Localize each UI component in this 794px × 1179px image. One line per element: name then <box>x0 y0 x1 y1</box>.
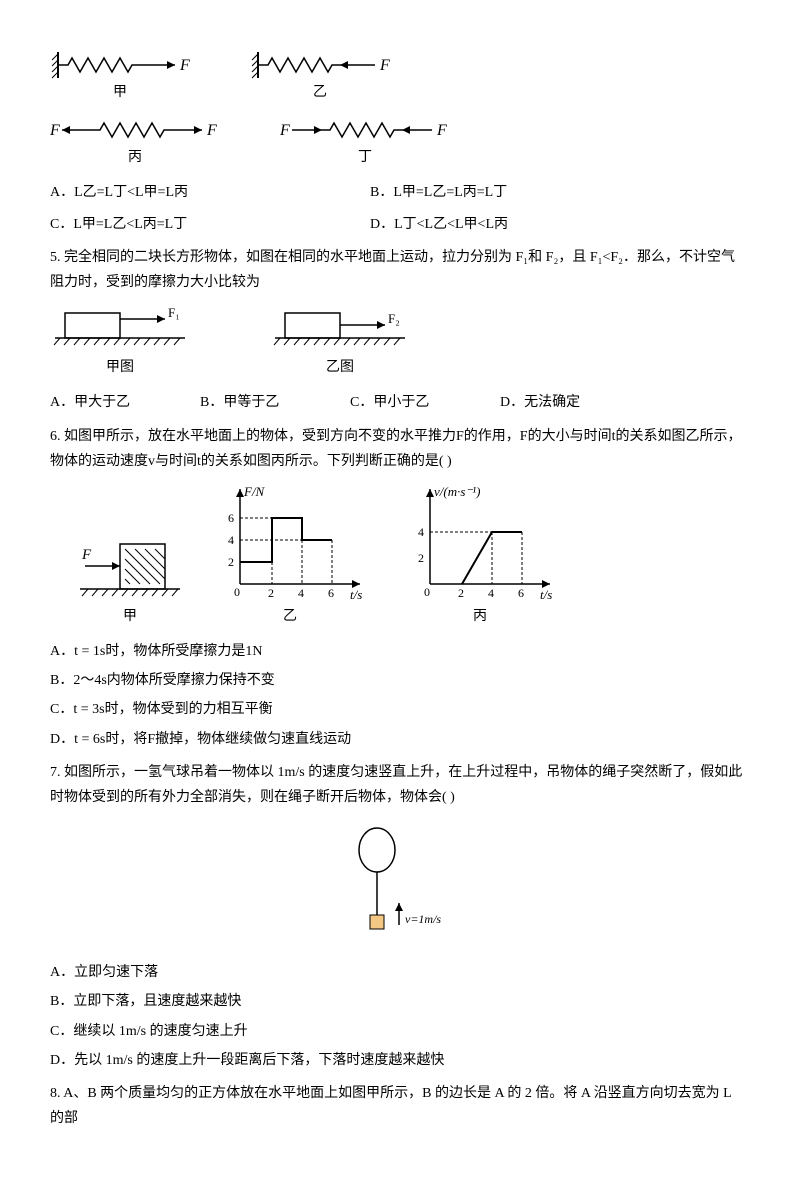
svg-text:v=1m/s: v=1m/s <box>405 912 441 926</box>
springs-row-2: F F 丙 F F 丁 <box>50 115 744 170</box>
svg-text:6: 6 <box>228 511 234 525</box>
q5-optD: D．无法确定 <box>500 390 650 415</box>
q5-fig1: F₁ 甲图 <box>50 305 190 380</box>
q7-optB: B．立即下落，且速度越来越快 <box>50 989 744 1014</box>
svg-text:v/(m·s⁻¹): v/(m·s⁻¹) <box>434 484 481 499</box>
q5-fig1-label: 甲图 <box>106 355 134 380</box>
spring-yi-svg: F <box>250 50 390 80</box>
q5-optC: C．甲小于乙 <box>350 390 500 415</box>
spring-jia: F 甲 <box>50 50 190 105</box>
svg-text:F/N: F/N <box>243 484 266 499</box>
q8-text: 8. A、B 两个质量均匀的正方体放在水平地面上如图甲所示，B 的边长是 A 的… <box>50 1081 744 1131</box>
svg-text:0: 0 <box>234 585 240 599</box>
q6-optD: D．t = 6s时，将F撤掉，物体继续做匀速直线运动 <box>50 727 744 752</box>
spring-ding-label: 丁 <box>358 145 372 170</box>
q6-bing-label: 丙 <box>473 604 487 629</box>
svg-text:2: 2 <box>228 555 234 569</box>
q7-text: 7. 如图所示，一氢气球吊着一物体以 1m/s 的速度匀速竖直上升，在上升过程中… <box>50 760 744 810</box>
q6-jia-label: 甲 <box>123 604 137 629</box>
svg-text:0: 0 <box>424 585 430 599</box>
spring-jia-label: 甲 <box>113 80 127 105</box>
q5-figures: F₁ 甲图 F₂ <box>50 305 744 380</box>
svg-text:4: 4 <box>418 525 424 539</box>
spring-bing-svg: F F <box>50 115 220 145</box>
q4-optA: A．L乙=L丁<L甲=L丙 <box>50 180 370 205</box>
svg-text:6: 6 <box>328 586 334 600</box>
svg-text:2: 2 <box>268 586 274 600</box>
q6-text: 6. 如图甲所示，放在水平地面上的物体，受到方向不变的水平推力F的作用，F的大小… <box>50 424 744 474</box>
q5-fig2-svg: F₂ <box>270 305 410 355</box>
q5-fig1-svg: F₁ <box>50 305 190 355</box>
spring-ding: F F 丁 <box>280 115 450 170</box>
spring-bing: F F 丙 <box>50 115 220 170</box>
q4-options-row2: C．L甲=L乙<L丙=L丁 D．L丁<L乙<L甲<L丙 <box>50 212 744 237</box>
q7-optC: C．继续以 1m/s 的速度匀速上升 <box>50 1019 744 1044</box>
q6-figures: F 甲 F/N t/s 0 2 4 6 2 4 6 <box>80 484 744 629</box>
q5-optA: A．甲大于乙 <box>50 390 200 415</box>
svg-text:F: F <box>379 57 390 74</box>
svg-text:F: F <box>436 122 447 139</box>
svg-text:6: 6 <box>518 586 524 600</box>
q6-optA: A．t = 1s时，物体所受摩擦力是1N <box>50 639 744 664</box>
q4-options-row1: A．L乙=L丁<L甲=L丙 B．L甲=L乙=L丙=L丁 <box>50 180 744 205</box>
q6-bing-svg: v/(m·s⁻¹) t/s 0 2 4 2 4 6 <box>400 484 560 604</box>
q7-svg: v=1m/s <box>337 825 457 945</box>
svg-text:F₂: F₂ <box>388 311 400 326</box>
spring-yi: F 乙 <box>250 50 390 105</box>
svg-text:4: 4 <box>298 586 304 600</box>
q6-optC: C．t = 3s时，物体受到的力相互平衡 <box>50 697 744 722</box>
q6-optB: B．2～4s内物体所受摩擦力保持不变 <box>50 668 744 693</box>
svg-text:F: F <box>50 122 60 139</box>
q4-optB: B．L甲=L乙=L丙=L丁 <box>370 180 744 205</box>
svg-text:F: F <box>280 122 290 139</box>
spring-bing-label: 丙 <box>128 145 142 170</box>
svg-text:2: 2 <box>458 586 464 600</box>
q6-jia-svg: F <box>80 534 180 604</box>
q5-optB: B．甲等于乙 <box>200 390 350 415</box>
svg-text:t/s: t/s <box>350 587 362 602</box>
spring-ding-svg: F F <box>280 115 450 145</box>
svg-text:4: 4 <box>228 533 234 547</box>
q5-text: 5. 完全相同的二块长方形物体，如图在相同的水平地面上运动，拉力分别为 F₁和 … <box>50 245 744 295</box>
svg-text:2: 2 <box>418 551 424 565</box>
springs-row-1: F 甲 F 乙 <box>50 50 744 105</box>
q4-optC: C．L甲=L乙<L丙=L丁 <box>50 212 370 237</box>
q7-optA: A．立即匀速下落 <box>50 960 744 985</box>
q6-fig-jia: F 甲 <box>80 534 180 629</box>
svg-text:F: F <box>179 57 190 74</box>
q5-options: A．甲大于乙 B．甲等于乙 C．甲小于乙 D．无法确定 <box>50 390 744 415</box>
spring-yi-label: 乙 <box>313 80 327 105</box>
q4-optD: D．L丁<L乙<L甲<L丙 <box>370 212 744 237</box>
q5-fig2-label: 乙图 <box>326 355 354 380</box>
q6-yi-label: 乙 <box>283 604 297 629</box>
spring-jia-svg: F <box>50 50 190 80</box>
q6-fig-bing: v/(m·s⁻¹) t/s 0 2 4 2 4 6 丙 <box>400 484 560 629</box>
q7-optD: D．先以 1m/s 的速度上升一段距离后下落，下落时速度越来越快 <box>50 1048 744 1073</box>
q6-yi-svg: F/N t/s 0 2 4 6 2 4 6 <box>210 484 370 604</box>
svg-text:F₁: F₁ <box>168 305 180 320</box>
q5-fig2: F₂ 乙图 <box>270 305 410 380</box>
svg-text:4: 4 <box>488 586 494 600</box>
svg-text:t/s: t/s <box>540 587 552 602</box>
svg-text:F: F <box>206 122 217 139</box>
q6-fig-yi: F/N t/s 0 2 4 6 2 4 6 乙 <box>210 484 370 629</box>
q7-figure: v=1m/s <box>50 825 744 945</box>
svg-text:F: F <box>81 547 92 563</box>
